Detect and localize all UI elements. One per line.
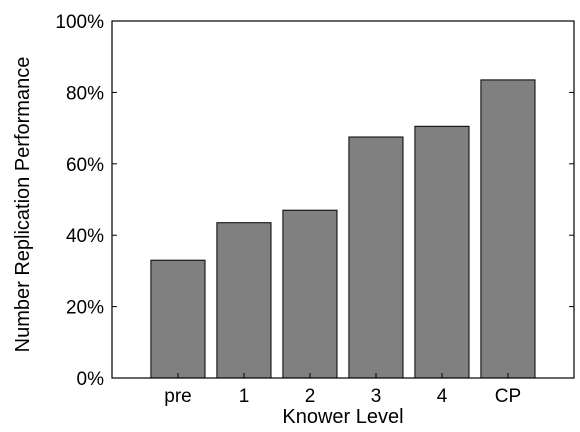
bar-2 <box>282 209 338 379</box>
y-tick-label: 60% <box>66 155 104 176</box>
y-tick-label: 20% <box>66 298 104 319</box>
bar-pre <box>150 259 206 379</box>
bars-group <box>150 79 536 379</box>
y-tick-label: 80% <box>66 83 104 104</box>
x-tick-label: CP <box>495 386 521 407</box>
bar-3 <box>348 136 404 379</box>
x-tick-label: 1 <box>239 386 250 407</box>
x-axis-ticks: pre 1 2 3 4 CP <box>164 373 521 407</box>
x-tick-label: 4 <box>437 386 448 407</box>
x-tick-label: 3 <box>371 386 382 407</box>
bar-4 <box>414 125 470 379</box>
x-axis-label: Knower Level <box>282 406 403 428</box>
y-axis-label: Number Replication Performance <box>12 57 34 353</box>
x-tick-label: 2 <box>305 386 316 407</box>
x-tick-label: pre <box>164 386 191 407</box>
y-axis-ticks: 0% 20% 40% 60% 80% 100% <box>55 12 574 390</box>
plot-frame <box>111 20 575 379</box>
bar-1 <box>216 222 272 379</box>
bar-cp <box>480 79 536 379</box>
y-tick-label: 40% <box>66 226 104 247</box>
y-tick-label: 0% <box>77 369 105 390</box>
y-tick-label: 100% <box>55 12 104 33</box>
